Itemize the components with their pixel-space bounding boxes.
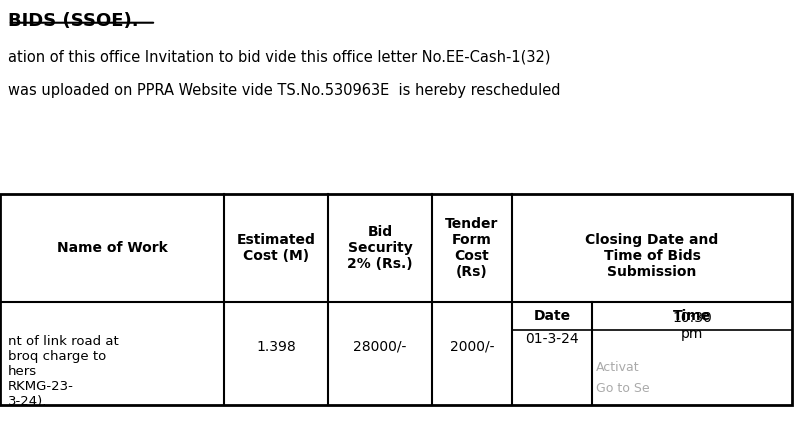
Text: 01-3-24: 01-3-24: [525, 332, 579, 346]
Text: ation of this office Invitation to bid vide this office letter No.EE-Cash-1(32): ation of this office Invitation to bid v…: [8, 50, 550, 64]
Text: 2000/-: 2000/-: [450, 340, 494, 354]
Text: Activat: Activat: [596, 361, 640, 374]
Text: Tender
Form
Cost
(Rs): Tender Form Cost (Rs): [446, 217, 498, 279]
Text: 10:30
pm: 10:30 pm: [672, 311, 712, 341]
Bar: [0, 194, 792, 405]
Text: Date: Date: [534, 309, 570, 323]
Text: Bid
Security
2% (Rs.): Bid Security 2% (Rs.): [347, 225, 413, 271]
Text: nt of link road at
broq charge to
hers
RKMG-23-
3-24).: nt of link road at broq charge to hers R…: [8, 335, 118, 407]
Text: was uploaded on PPRA Website vide TS.No.530963E  is hereby rescheduled: was uploaded on PPRA Website vide TS.No.…: [8, 83, 561, 98]
Text: BIDS (SSOE).: BIDS (SSOE).: [8, 12, 138, 31]
Text: Name of Work: Name of Work: [57, 241, 167, 255]
Text: Go to Se: Go to Se: [596, 382, 650, 395]
Text: Time: Time: [673, 309, 711, 323]
Text: 28000/-: 28000/-: [354, 340, 406, 354]
Text: Estimated
Cost (M): Estimated Cost (M): [237, 233, 315, 263]
Text: Closing Date and
Time of Bids
Submission: Closing Date and Time of Bids Submission: [586, 233, 718, 279]
Text: 1.398: 1.398: [256, 340, 296, 354]
